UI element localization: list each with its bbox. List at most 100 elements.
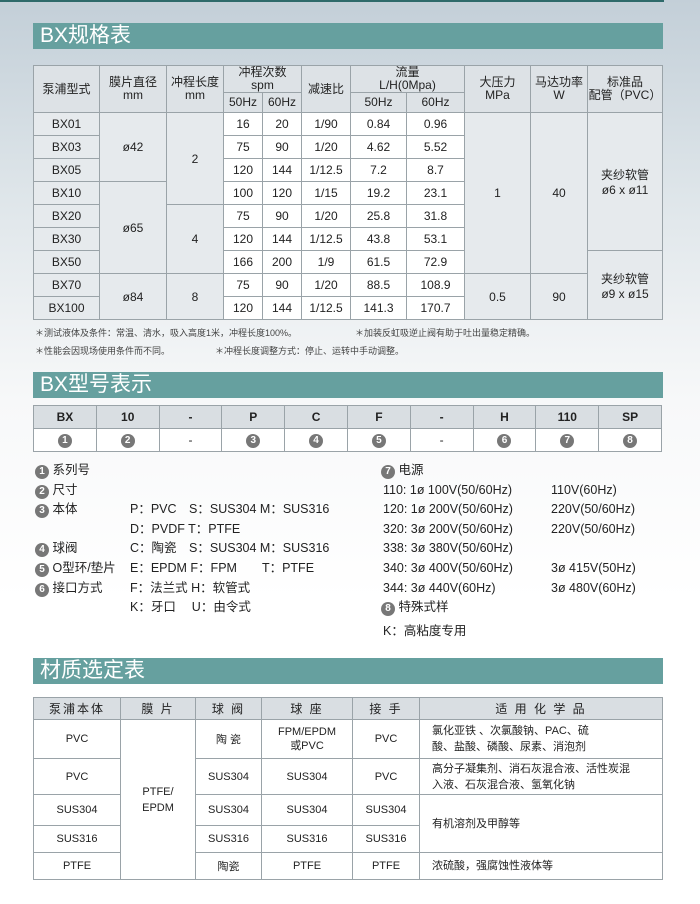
cell-spm60: 90 <box>261 273 303 297</box>
code-mark: 5 <box>346 428 411 452</box>
circled-number-icon: 1 <box>57 434 72 448</box>
circled-number-icon: 8 <box>623 434 638 448</box>
cell-flow50: 43.8 <box>350 227 408 251</box>
cell-model: BX30 <box>33 227 100 251</box>
code-mark: - <box>158 428 223 452</box>
power-option: 320: 3ø 200V(50/60Hz) 220V(50/60Hz) <box>381 520 671 540</box>
legend-item: 5 O型环/垫片 E：EPDM F：FPM T：PTFE <box>35 559 365 579</box>
material-header: 适 用 化 学 品 <box>419 697 663 720</box>
code-part: H <box>472 405 537 429</box>
code-part: SP <box>598 405 662 429</box>
pipe-name: 夹纱软管 <box>601 168 650 182</box>
circled-number-icon: 8 <box>381 602 395 617</box>
cell-ball: 陶 瓷 <box>195 719 262 759</box>
power-supply: 7 电源 <box>381 461 671 481</box>
cell-chemicals: 氯化亚铁 、次氯酸钠、PAC、硫酸、盐酸、磷酸、尿素、消泡剂 <box>419 719 663 759</box>
cell-ratio: 1/9 <box>301 250 352 274</box>
spec-row: BX01 ø42 2 16 20 1/90 0.84 0.96 1 40 夹纱软管 ø6 x ø11 <box>33 112 664 274</box>
cell-flow60: 5.52 <box>406 135 466 159</box>
cell-ball: 陶瓷 <box>195 852 262 880</box>
code-part: C <box>284 405 348 429</box>
cell-model: BX10 <box>33 181 100 205</box>
cell-spm60: 120 <box>261 181 303 205</box>
legend-item: 1 系列号 <box>35 461 365 481</box>
power-option-secondary: 110V(60Hz) <box>551 482 617 497</box>
circled-number-icon: 3 <box>35 504 49 519</box>
special-option: K：高粘度专用 <box>383 623 467 638</box>
cell-joint: PVC <box>352 719 420 759</box>
header-ratio: 减速比 <box>301 65 352 113</box>
note-4: ＊冲程长度调整方式：停止、运转中手动调整。 <box>215 346 405 356</box>
material-table: 泵浦本体膜 片球 阀球 座接 手适 用 化 学 品 PVC PTFE/ EPDM 陶… <box>33 697 663 880</box>
cell-body: PTFE <box>33 852 121 880</box>
code-part: P <box>221 405 286 429</box>
spec-row: BX03 75 90 1/20 4.62 5.52 <box>33 135 663 159</box>
power-option-secondary: 220V(50/60Hz) <box>551 521 636 536</box>
spec-row: BX100 120 144 1/12.5 141.3 170.7 <box>33 296 663 320</box>
cell-model: BX20 <box>33 204 100 228</box>
code-part: - <box>409 405 474 429</box>
legend-value: C：陶瓷 S：SUS304 M：SUS316 <box>130 541 330 556</box>
legend-item: 3 本体 P：PVC S：SUS304 M：SUS316 <box>35 500 365 520</box>
code-separator: - <box>188 433 193 447</box>
legend-label-text: 系列号 <box>52 463 90 477</box>
power-option-secondary: 220V(50/60Hz) <box>551 502 636 517</box>
legend-item: D：PVDF T：PTFE <box>35 520 365 540</box>
cell-spm50: 120 <box>223 227 263 251</box>
cell-model: BX100 <box>33 296 100 320</box>
cell-power: 40 <box>530 112 589 274</box>
cell-flow50: 19.2 <box>350 181 408 205</box>
cell-spm60: 144 <box>261 296 303 320</box>
header-model: 泵浦型式 <box>33 65 100 113</box>
cell-chemicals: 有机溶剂及甲醇等 <box>419 794 663 853</box>
spec-row: BX05 120 144 1/12.5 7.2 8.7 <box>33 158 663 182</box>
cell-stroke: 8 <box>166 273 224 320</box>
header-pipe: 标准品 配管（PVC） <box>587 65 664 113</box>
legend-value: E：EPDM F：FPM T：PTFE <box>130 560 315 575</box>
cell-flow50: 61.5 <box>350 250 408 274</box>
cell-flow60: 170.7 <box>406 296 466 320</box>
header-power: 马达功率 W <box>530 65 589 113</box>
legend-label-text: 本体 <box>52 502 78 517</box>
material-header: 接 手 <box>352 697 420 720</box>
legend-value: D：PVDF T：PTFE <box>130 521 241 536</box>
pipe-size: ø9 x ø15 <box>601 286 649 301</box>
pipe-name: 夹纱软管 <box>601 271 650 286</box>
cell-diameter: ø84 <box>99 273 167 320</box>
power-option-primary: 120: 1ø 200V(50/60Hz) <box>383 502 513 517</box>
circled-number-icon: 2 <box>35 484 49 499</box>
legend-label: 4 球阀 <box>35 539 78 559</box>
cell-flow60: 8.7 <box>406 158 466 182</box>
circled-number-icon: 7 <box>560 434 575 448</box>
cell-spm60: 144 <box>261 158 303 182</box>
code-mark: 8 <box>598 428 662 452</box>
power-option: 340: 3ø 400V(50/60Hz) 3ø 415V(50Hz) <box>381 559 671 579</box>
code-part: F <box>346 405 411 429</box>
cell-spm50: 16 <box>223 112 263 136</box>
power-option-primary: 110: 1ø 100V(50/60Hz) <box>383 482 513 497</box>
power-option-secondary: 3ø 415V(50Hz) <box>551 560 636 575</box>
power-option: 120: 1ø 200V(50/60Hz) 220V(50/60Hz) <box>381 500 671 520</box>
cell-spm50: 120 <box>223 158 263 182</box>
cell-model: BX70 <box>33 273 100 297</box>
code-mark: 7 <box>535 428 600 452</box>
circled-number-icon: 4 <box>35 543 49 558</box>
cell-seat: SUS304 <box>261 794 353 826</box>
power-option: 110: 1ø 100V(50/60Hz) 110V(60Hz) <box>381 481 671 501</box>
code-mark: 1 <box>33 428 97 452</box>
power-option-primary: 338: 3ø 380V(50/60Hz) <box>383 541 513 556</box>
power-option: 338: 3ø 380V(50/60Hz) <box>381 539 671 559</box>
section-title-spec: BX规格表 <box>33 23 663 49</box>
power-option-primary: 340: 3ø 400V(50/60Hz) <box>383 560 513 575</box>
cell-spm50: 166 <box>223 250 263 274</box>
cell-stroke: 2 <box>166 112 224 205</box>
cell-flow60: 31.8 <box>406 204 466 228</box>
power-option-secondary: 3ø 480V(60Hz) <box>551 580 636 595</box>
spec-row: BX70 ø84 8 75 90 1/20 88.5 108.9 0.5 90 <box>33 273 663 320</box>
note-1: ＊测试液体及条件：常温、清水，吸入高度1米，冲程长度100%。 <box>35 328 298 338</box>
legend-label-text: 尺寸 <box>52 482 78 497</box>
legend-value: K：牙口 U：由令式 <box>130 600 251 615</box>
cell-seat: PTFE <box>261 852 353 880</box>
cell-spm60: 144 <box>261 227 303 251</box>
